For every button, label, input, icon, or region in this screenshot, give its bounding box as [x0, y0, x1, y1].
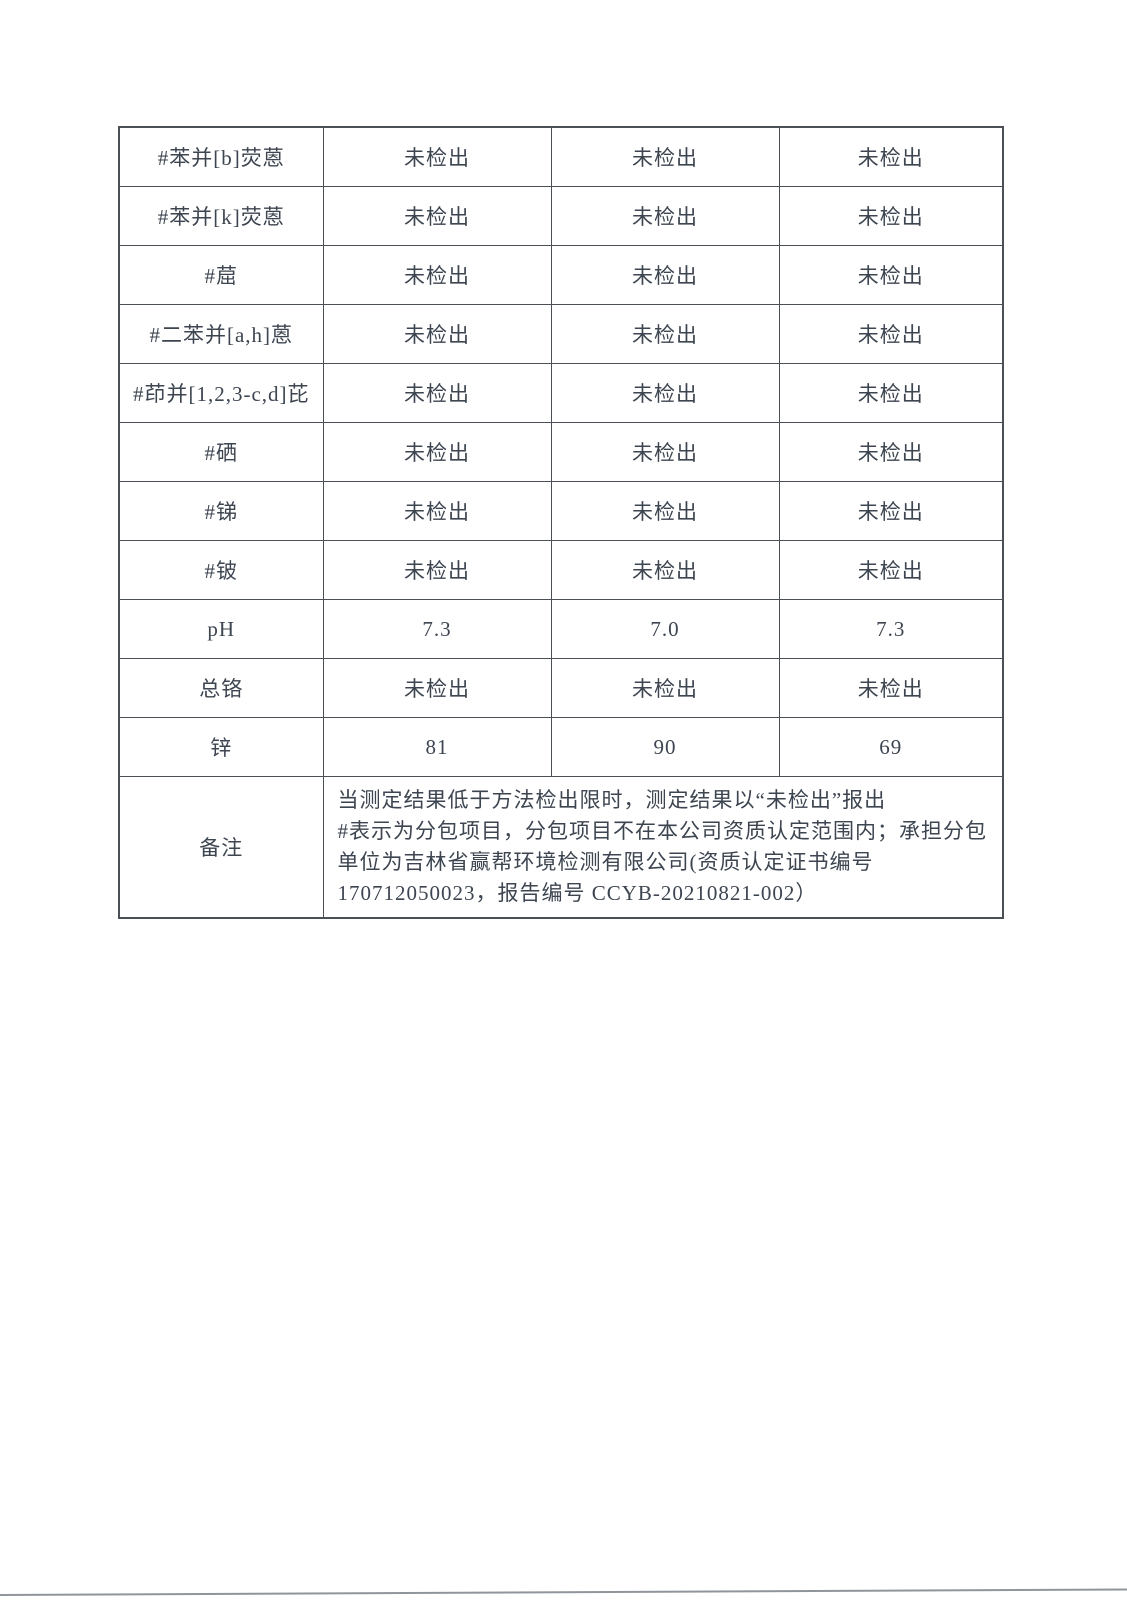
result-value-2: 未检出: [550, 126, 780, 187]
result-value-3: 未检出: [778, 363, 1004, 423]
result-value-2: 90: [550, 717, 780, 777]
result-value-2: 7.0: [550, 599, 780, 659]
result-value-2: 未检出: [550, 540, 780, 600]
result-value-3: 未检出: [778, 481, 1004, 541]
result-value-3: 未检出: [778, 658, 1004, 718]
result-value-1: 未检出: [322, 540, 552, 600]
remark-row: 备注 当测定结果低于方法检出限时，测定结果以“未检出”报出 #表示为分包项目，分…: [118, 776, 1004, 919]
result-value-1: 未检出: [322, 422, 552, 482]
result-value-3: 未检出: [778, 186, 1004, 246]
result-value-3: 未检出: [778, 540, 1004, 600]
result-value-1: 未检出: [322, 363, 552, 423]
remark-text: 当测定结果低于方法检出限时，测定结果以“未检出”报出 #表示为分包项目，分包项目…: [322, 776, 1004, 919]
remark-line-1: 当测定结果低于方法检出限时，测定结果以“未检出”报出: [337, 788, 887, 812]
result-value-1: 81: [322, 717, 552, 777]
table-row: #铍 未检出 未检出 未检出: [118, 540, 1004, 600]
remark-line-2: #表示为分包项目，分包项目不在本公司资质认定范围内；承担分包单位为吉林省赢帮环境…: [337, 819, 987, 905]
parameter-name: #苯并[k]荧蒽: [118, 186, 324, 246]
result-value-3: 7.3: [778, 599, 1004, 659]
result-value-3: 未检出: [778, 422, 1004, 482]
table-row: pH 7.3 7.0 7.3: [118, 599, 1004, 659]
table-row: #二苯并[a,h]蒽 未检出 未检出 未检出: [118, 304, 1004, 364]
table-row: #茚并[1,2,3-c,d]芘 未检出 未检出 未检出: [118, 363, 1004, 423]
result-value-2: 未检出: [550, 245, 780, 305]
table-row: #硒 未检出 未检出 未检出: [118, 422, 1004, 482]
result-value-3: 未检出: [778, 245, 1004, 305]
result-value-2: 未检出: [550, 481, 780, 541]
result-value-2: 未检出: [550, 658, 780, 718]
table-row: 总铬 未检出 未检出 未检出: [118, 658, 1004, 718]
table-row: #苯并[b]荧蒽 未检出 未检出 未检出: [118, 126, 1004, 187]
result-value-1: 未检出: [322, 186, 552, 246]
remark-label: 备注: [118, 776, 324, 919]
results-table: #苯并[b]荧蒽 未检出 未检出 未检出 #苯并[k]荧蒽 未检出 未检出 未检…: [118, 126, 1004, 919]
parameter-name: #苯并[b]荧蒽: [118, 126, 324, 187]
result-value-3: 69: [778, 717, 1004, 777]
result-value-2: 未检出: [550, 304, 780, 364]
table-row: #苯并[k]荧蒽 未检出 未检出 未检出: [118, 186, 1004, 246]
parameter-name: #二苯并[a,h]蒽: [118, 304, 324, 364]
result-value-1: 未检出: [322, 481, 552, 541]
parameter-name: #䓛: [118, 245, 324, 305]
parameter-name: #茚并[1,2,3-c,d]芘: [118, 363, 324, 423]
parameter-name: #铍: [118, 540, 324, 600]
parameter-name: #硒: [118, 422, 324, 482]
result-value-1: 未检出: [322, 304, 552, 364]
table-row: 锌 81 90 69: [118, 717, 1004, 777]
result-value-3: 未检出: [778, 304, 1004, 364]
parameter-name: #锑: [118, 481, 324, 541]
result-value-2: 未检出: [550, 422, 780, 482]
parameter-name: 锌: [118, 717, 324, 777]
parameter-name: 总铬: [118, 658, 324, 718]
result-value-1: 未检出: [322, 245, 552, 305]
table-row: #锑 未检出 未检出 未检出: [118, 481, 1004, 541]
page-bottom-scan-line: [0, 1588, 1127, 1596]
result-value-1: 7.3: [322, 599, 552, 659]
parameter-name: pH: [118, 599, 324, 659]
table-row: #䓛 未检出 未检出 未检出: [118, 245, 1004, 305]
result-value-1: 未检出: [322, 658, 552, 718]
result-value-1: 未检出: [322, 126, 552, 187]
result-value-2: 未检出: [550, 186, 780, 246]
result-value-2: 未检出: [550, 363, 780, 423]
result-value-3: 未检出: [778, 126, 1004, 187]
